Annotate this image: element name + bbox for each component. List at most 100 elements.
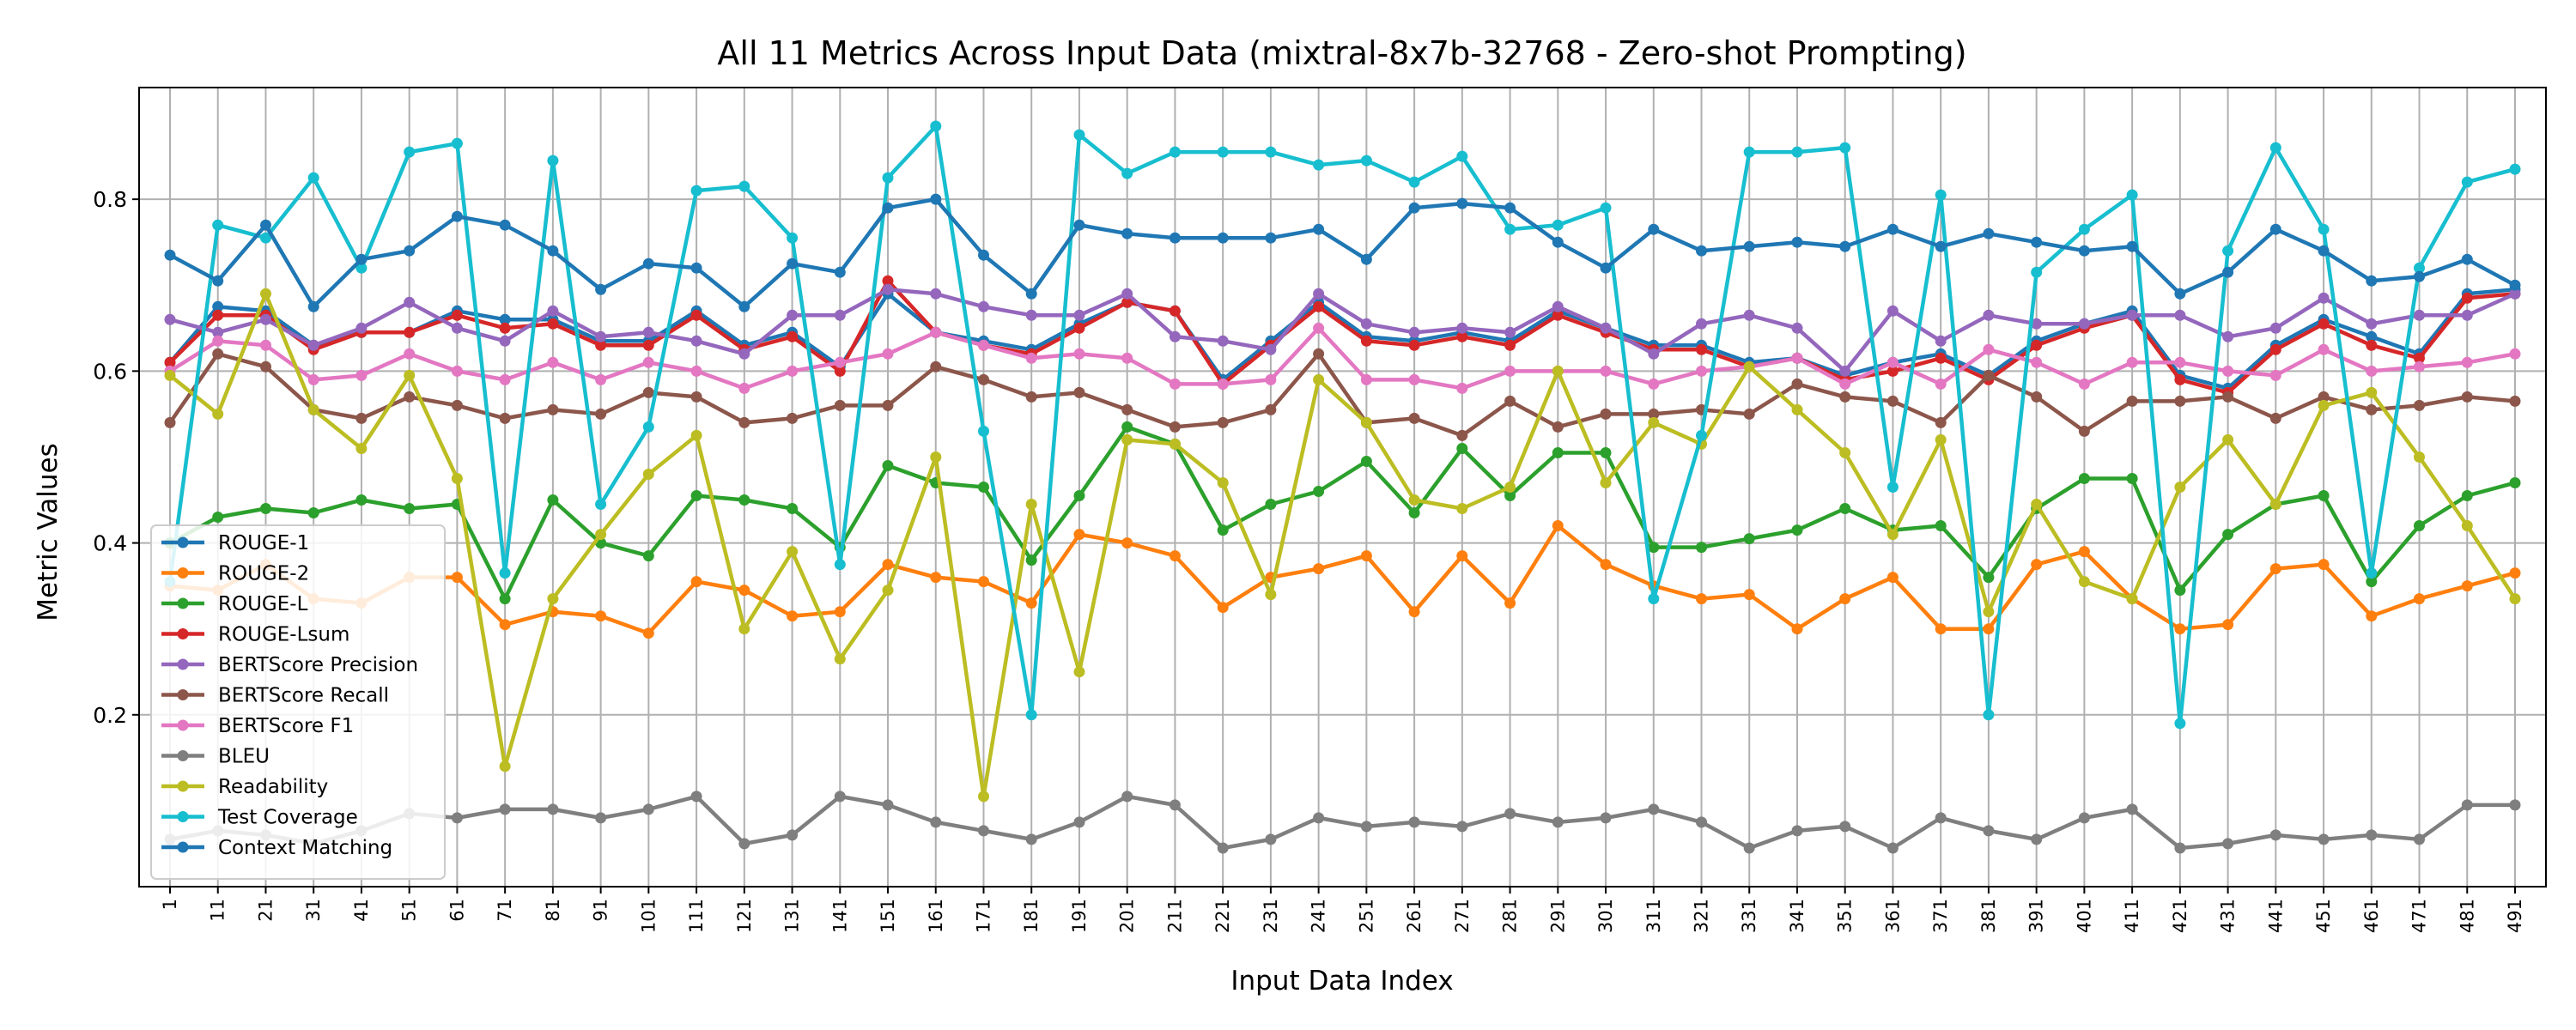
data-point: [738, 348, 750, 360]
legend-item: ROUGE-L: [161, 593, 308, 615]
data-point: [2366, 330, 2378, 342]
data-point: [2078, 223, 2090, 235]
data-point: [738, 180, 750, 192]
data-point: [1696, 343, 1707, 355]
data-point: [212, 309, 224, 321]
data-point: [642, 326, 654, 338]
data-point: [1552, 520, 1564, 531]
data-point: [642, 469, 654, 480]
data-point: [1073, 348, 1085, 360]
data-point: [2222, 619, 2234, 631]
data-point: [2269, 563, 2281, 575]
data-point: [834, 653, 846, 665]
data-point: [355, 262, 368, 274]
data-point: [1360, 373, 1372, 385]
x-tick-label: 61: [447, 899, 467, 922]
data-point: [1886, 572, 1899, 584]
data-point: [404, 503, 416, 514]
data-point: [1696, 542, 1707, 554]
data-point: [1121, 288, 1133, 300]
data-point: [1025, 554, 1037, 566]
data-point: [1265, 146, 1277, 158]
data-point: [1983, 825, 1995, 837]
data-point: [1456, 330, 1468, 342]
data-point: [2509, 163, 2521, 175]
x-tick-label: 231: [1261, 899, 1281, 933]
data-point: [882, 202, 894, 214]
data-point: [2318, 245, 2330, 257]
data-point: [1360, 416, 1372, 428]
data-point: [1408, 494, 1420, 506]
data-point: [930, 288, 942, 300]
data-point: [2031, 339, 2043, 351]
data-point: [2461, 391, 2473, 403]
data-point: [1791, 378, 1803, 390]
data-point: [499, 219, 511, 231]
data-point: [595, 499, 607, 510]
legend-label: ROUGE-1: [218, 532, 309, 554]
x-tick-label: 341: [1787, 899, 1807, 933]
data-point: [2318, 490, 2330, 501]
data-point: [690, 335, 702, 347]
x-tick-label: 171: [973, 899, 993, 933]
data-point: [787, 365, 799, 377]
data-point: [2078, 576, 2090, 588]
y-tick-label: 0.4: [93, 531, 127, 556]
data-point: [404, 326, 416, 338]
data-point: [1217, 335, 1229, 347]
data-point: [404, 245, 416, 257]
data-point: [2126, 356, 2138, 368]
data-point: [1504, 365, 1516, 377]
data-point: [355, 369, 368, 381]
data-point: [882, 559, 894, 571]
data-point: [1648, 593, 1660, 605]
x-tick-label: 351: [1835, 899, 1856, 933]
data-point: [1886, 305, 1899, 317]
legend-item: BERTScore Recall: [161, 685, 389, 707]
data-point: [1886, 482, 1899, 493]
data-point: [978, 576, 989, 588]
x-tick-label: 201: [1117, 899, 1138, 933]
data-point: [451, 812, 463, 824]
x-tick-label: 41: [351, 899, 372, 922]
data-point: [1983, 623, 1995, 635]
data-point: [595, 373, 607, 385]
data-point: [1552, 219, 1564, 231]
data-point: [690, 365, 702, 377]
data-point: [1935, 189, 1947, 201]
data-point: [2126, 593, 2138, 605]
data-point: [1265, 232, 1277, 244]
data-point: [834, 365, 846, 377]
data-point: [2126, 473, 2138, 484]
data-point: [2031, 559, 2043, 571]
data-point: [404, 391, 416, 403]
data-point: [451, 309, 463, 321]
x-tick-label: 71: [495, 899, 515, 922]
data-point: [1313, 300, 1325, 312]
data-point: [882, 275, 894, 287]
data-point: [1073, 386, 1085, 398]
x-tick-label: 291: [1547, 899, 1568, 933]
data-point: [1600, 202, 1612, 214]
data-point: [2126, 309, 2138, 321]
data-point: [212, 326, 224, 338]
x-tick-label: 251: [1356, 899, 1376, 933]
legend-item: BERTScore Precision: [161, 654, 418, 676]
data-point: [1408, 176, 1420, 188]
x-tick-label: 51: [399, 899, 420, 922]
data-point: [1169, 232, 1181, 244]
legend-swatch-marker: [177, 536, 189, 548]
data-point: [499, 373, 511, 385]
data-point: [1265, 499, 1277, 510]
data-point: [1552, 236, 1564, 248]
data-point: [164, 313, 176, 325]
x-tick-label: 211: [1164, 899, 1185, 933]
data-point: [787, 546, 799, 558]
data-point: [834, 309, 846, 321]
data-point: [212, 219, 224, 231]
data-point: [2414, 352, 2425, 364]
data-point: [738, 382, 750, 394]
data-point: [1648, 378, 1660, 390]
data-point: [1313, 486, 1325, 497]
x-tick-label: 161: [926, 899, 946, 933]
